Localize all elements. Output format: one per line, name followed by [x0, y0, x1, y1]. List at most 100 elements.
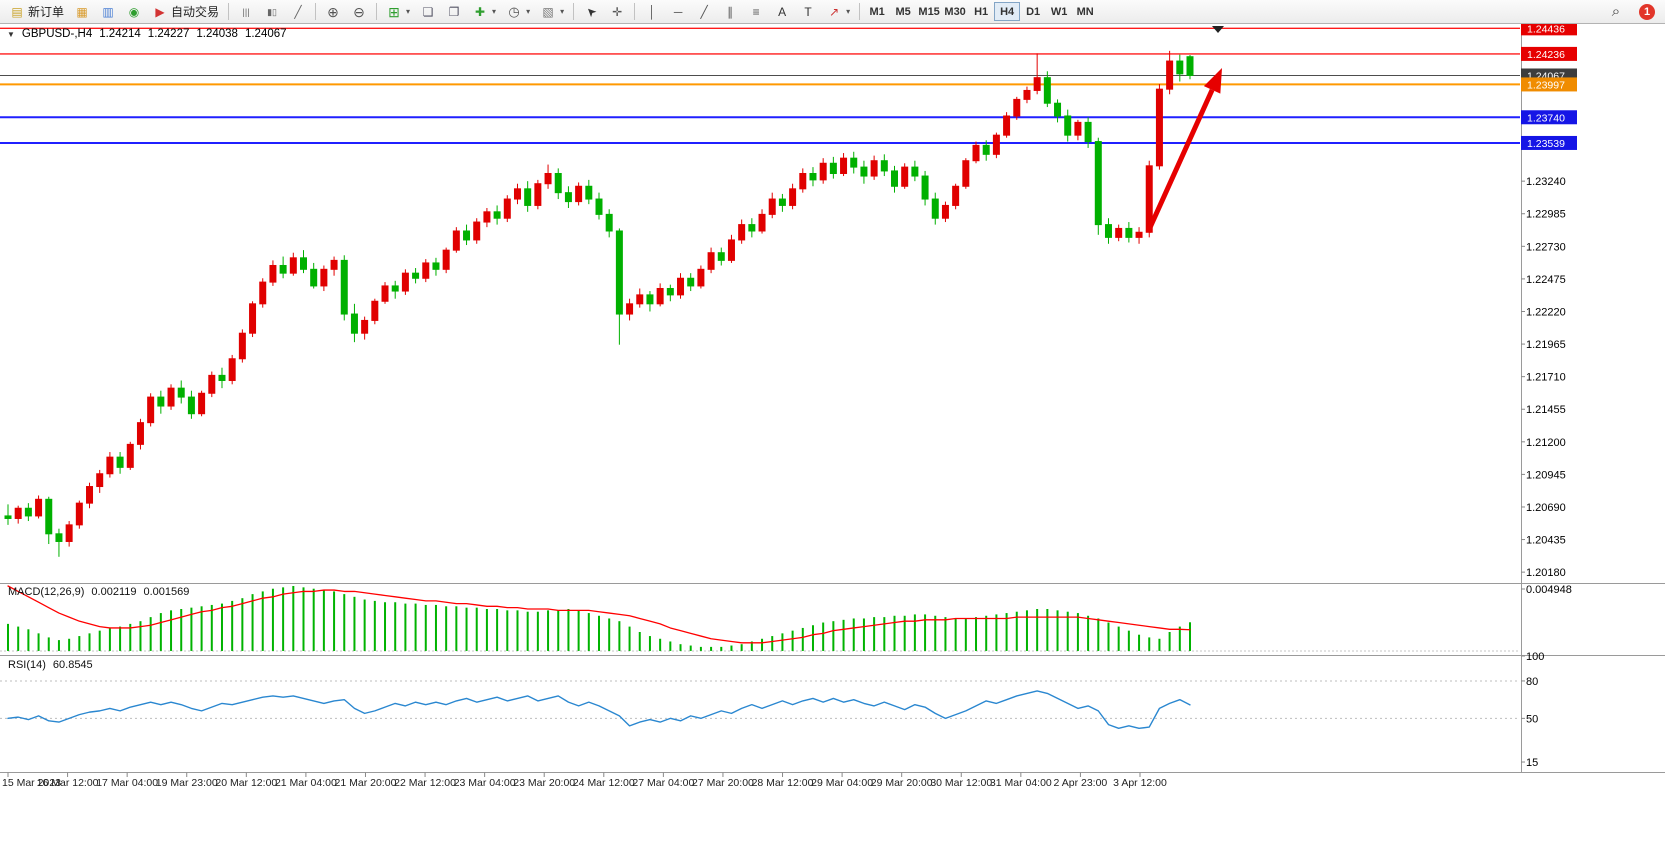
toolbar-separator — [376, 3, 378, 20]
zoom-in-button[interactable]: ⊕ — [321, 2, 345, 22]
chart-open-value: 1.24214 — [99, 28, 141, 40]
dropdown-caret-icon: ▾ — [492, 7, 497, 16]
svg-text:1.22220: 1.22220 — [1526, 306, 1566, 318]
timeframe-mn-button[interactable]: MN — [1072, 2, 1098, 21]
new-chart-button[interactable]: ⊞ ▾ — [382, 2, 414, 22]
support-line-upper[interactable]: 1.23740 — [0, 110, 1577, 125]
new-order-button[interactable]: ▤ 新订单 — [5, 2, 68, 22]
zoom-out-button[interactable]: ⊖ — [347, 2, 371, 22]
support-line-lower[interactable]: 1.23539 — [0, 135, 1577, 150]
cascade-windows-button[interactable]: ❐ — [442, 2, 466, 22]
svg-text:27 Mar 20:00: 27 Mar 20:00 — [692, 777, 754, 789]
svg-text:1.23740: 1.23740 — [1527, 112, 1565, 124]
text-icon: A — [778, 4, 787, 19]
templates-button[interactable]: ▧ ▾ — [536, 2, 568, 22]
navigator-icon: ◉ — [128, 4, 140, 19]
candlestick-icon: ▮▯ — [267, 6, 277, 17]
fibonacci-button[interactable]: ≡ — [744, 2, 768, 22]
rsi-indicator-label: RSI(14) 60.8545 — [8, 659, 93, 671]
resistance-line-lower[interactable]: 1.24236 — [0, 46, 1577, 61]
channel-icon: ∥ — [727, 4, 734, 19]
zoom-out-icon: ⊖ — [353, 3, 365, 20]
macd-indicator-label: MACD(12,26,9) 0.002119 0.001569 — [8, 586, 189, 598]
svg-text:22 Mar 12:00: 22 Mar 12:00 — [394, 777, 456, 789]
rsi-value: 60.8545 — [52, 659, 93, 671]
candles-series — [4, 50, 1194, 557]
notification-badge[interactable]: 1 — [1639, 3, 1655, 20]
svg-text:27 Mar 04:00: 27 Mar 04:00 — [632, 777, 694, 789]
autotrading-button-label: 自动交易 — [171, 5, 220, 19]
bar-chart-button[interactable]: ||| — [234, 2, 258, 22]
cursor-button[interactable]: ➤ — [579, 2, 603, 22]
price-axis: 1.23240 1.22985 1.22730 1.22475 1.22220 1.219… — [1521, 176, 1566, 579]
svg-text:23 Mar 20:00: 23 Mar 20:00 — [513, 777, 575, 789]
chart-low-value: 1.24038 — [196, 28, 238, 40]
new-order-icon: ▤ — [11, 4, 23, 19]
dropdown-caret-icon: ▾ — [406, 7, 411, 16]
chart-symbol-period: GBPUSD-,H4 — [21, 28, 93, 40]
timeframe-m5-button[interactable]: M5 — [890, 2, 916, 21]
main-toolbar: ▤ 新订单 ▦ ▥ ◉ ▶ 自动交易 ||| ▮▯ ╱ ⊕ ⊖ ⊞ ▾ ❏ ❐ ✚ ▾ ◷ ▾ ▧ ▾ ➤ ✛ │ ─ ╱ ∥ ≡ A T ↗… — [0, 0, 1665, 24]
svg-text:1.23240: 1.23240 — [1526, 176, 1566, 188]
timeframe-m15-button[interactable]: M15 — [916, 2, 942, 21]
timeframe-m1-button[interactable]: M1 — [864, 2, 890, 21]
autotrading-button[interactable]: ▶ 自动交易 — [148, 2, 223, 22]
bar-chart-icon: ||| — [242, 6, 250, 17]
new-order-button-label: 新订单 — [28, 5, 65, 19]
horizontal-line-button[interactable]: ─ — [666, 2, 690, 22]
pivot-line-orange[interactable]: 1.23997 — [0, 77, 1577, 92]
periods-button[interactable]: ◷ ▾ — [502, 2, 534, 22]
text-button[interactable]: A — [770, 2, 794, 22]
indicators-button[interactable]: ✚ ▾ — [468, 2, 500, 22]
svg-text:1.21965: 1.21965 — [1526, 339, 1566, 351]
svg-text:2 Apr 23:00: 2 Apr 23:00 — [1054, 777, 1108, 789]
label-button[interactable]: T — [796, 2, 820, 22]
vertical-line-icon: │ — [648, 4, 656, 19]
chart-header: GBPUSD-,H4 1.24214 1.24227 1.24038 1.240… — [7, 28, 287, 40]
market-watch-icon: ▦ — [76, 4, 88, 19]
timeframe-h4-button[interactable]: H4 — [994, 2, 1021, 21]
svg-text:24 Mar 12:00: 24 Mar 12:00 — [573, 777, 635, 789]
macd-name: MACD(12,26,9) — [8, 586, 85, 598]
svg-text:1.22475: 1.22475 — [1526, 274, 1566, 286]
line-chart-button[interactable]: ╱ — [286, 2, 310, 22]
search-button[interactable] — [1604, 2, 1628, 22]
arrows-button[interactable]: ↗ ▾ — [822, 2, 854, 22]
timeframe-m30-button[interactable]: M30 — [942, 2, 968, 21]
chart-collapse-icon[interactable] — [7, 30, 15, 39]
svg-text:1.24236: 1.24236 — [1527, 49, 1565, 61]
data-window-button[interactable]: ▥ — [96, 2, 120, 22]
timeframe-toolbar: M1 M5 M15 M30 H1 H4 D1 W1 MN — [864, 0, 1098, 23]
svg-text:1.21455: 1.21455 — [1526, 404, 1566, 416]
data-window-icon: ▥ — [102, 4, 114, 19]
timeframe-d1-button[interactable]: D1 — [1020, 2, 1046, 21]
navigator-button[interactable]: ◉ — [122, 2, 146, 22]
toolbar-left-group: ▤ 新订单 ▦ ▥ ◉ ▶ 自动交易 ||| ▮▯ ╱ ⊕ ⊖ ⊞ ▾ ❏ ❐ ✚ ▾ ◷ ▾ ▧ ▾ ➤ ✛ │ ─ ╱ ∥ ≡ A T ↗… — [4, 0, 864, 23]
timeframe-h1-button[interactable]: H1 — [968, 2, 994, 21]
macd-signal-value: 0.001569 — [143, 586, 190, 598]
channel-button[interactable]: ∥ — [718, 2, 742, 22]
autotrading-icon: ▶ — [155, 4, 165, 19]
toolbar-separator — [859, 3, 861, 20]
svg-text:1.21710: 1.21710 — [1526, 372, 1566, 384]
svg-text:1.20180: 1.20180 — [1526, 567, 1566, 579]
chart-shift-marker — [1212, 26, 1224, 33]
crosshair-button[interactable]: ✛ — [605, 2, 629, 22]
svg-text:3 Apr 12:00: 3 Apr 12:00 — [1113, 777, 1167, 789]
svg-text:30 Mar 12:00: 30 Mar 12:00 — [930, 777, 992, 789]
resistance-line-upper[interactable]: 1.24436 — [0, 21, 1577, 36]
current-price-line[interactable]: 1.24067 — [0, 68, 1577, 83]
cursor-icon: ➤ — [582, 2, 600, 21]
fibonacci-icon: ≡ — [752, 4, 760, 19]
vertical-line-button[interactable]: │ — [640, 2, 664, 22]
market-watch-button[interactable]: ▦ — [70, 2, 94, 22]
trendline-icon: ╱ — [700, 4, 708, 19]
svg-text:28 Mar 12:00: 28 Mar 12:00 — [752, 777, 814, 789]
trendline-button[interactable]: ╱ — [692, 2, 716, 22]
tile-windows-button[interactable]: ❏ — [416, 2, 440, 22]
trend-arrow-annotation[interactable] — [1145, 68, 1222, 234]
candlestick-chart-button[interactable]: ▮▯ — [260, 2, 284, 22]
timeframe-w1-button[interactable]: W1 — [1046, 2, 1072, 21]
